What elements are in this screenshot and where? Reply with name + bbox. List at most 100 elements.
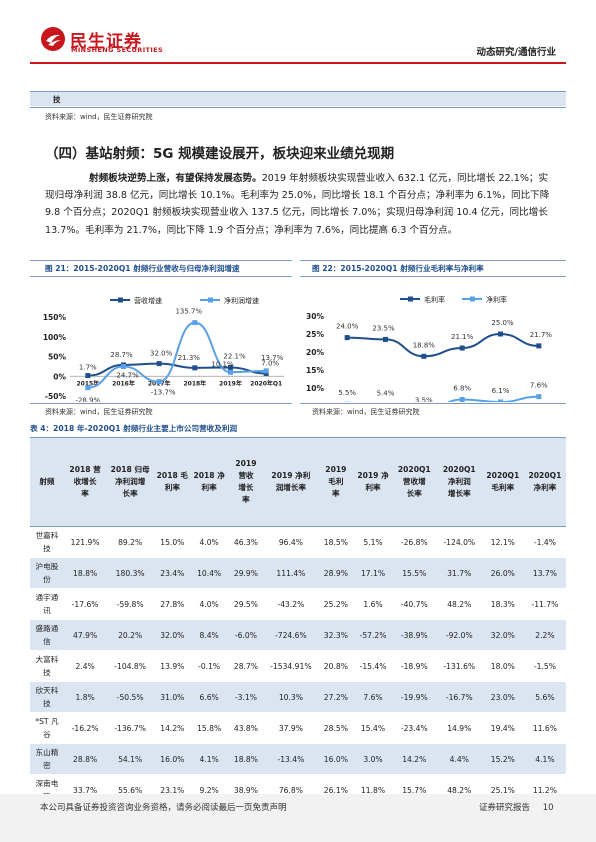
company-name-line: 深南电 — [35, 779, 59, 788]
company-name-cell: 欣天科技 — [30, 681, 64, 713]
table-title: 表 4：2018 年-2020Q1 射频行业主要上市公司营收及利润 — [30, 424, 238, 433]
fig21-title-underline — [30, 276, 292, 277]
table-cell: 10.4% — [190, 557, 228, 589]
legend-marker — [118, 297, 123, 303]
data-label: 3.5% — [415, 396, 433, 402]
table-cell: 18.8% — [227, 743, 265, 775]
table-cell: 14.2% — [153, 712, 191, 744]
data-label: 23.5% — [372, 324, 395, 332]
data-point — [228, 365, 233, 371]
table-cell: -17.6% — [63, 588, 107, 620]
legend-marker — [470, 296, 475, 302]
table-cell: -15.4% — [354, 650, 392, 682]
data-label: 32.0% — [150, 350, 173, 358]
table-cell: -724.6% — [264, 619, 318, 651]
table-cell: 180.3% — [106, 557, 154, 589]
table-header-line: 收增长 — [73, 477, 97, 486]
table-header-cell: 2018 净利率 — [190, 437, 228, 527]
company-name-line: 密 — [43, 761, 51, 770]
data-label: 1.7% — [79, 364, 97, 372]
prev-table-bottom-border — [30, 107, 566, 108]
x-tick-label: 2015年 — [76, 379, 99, 387]
table-header-line: 2020Q1 — [397, 465, 431, 474]
table-header-line: 2019 净 — [357, 471, 389, 480]
table-cell: 27.2% — [317, 681, 355, 713]
fig21-source: 资料来源：wind，民生证券研究院 — [45, 408, 153, 416]
y-tick-label: 20% — [306, 348, 324, 357]
table-cell: 2.2% — [523, 619, 566, 651]
table-cell: 8.4% — [190, 619, 228, 651]
table-cell: 89.2% — [106, 526, 154, 558]
data-label: 24.0% — [336, 323, 359, 331]
table-cell: 31.7% — [436, 557, 482, 589]
table-cell: 6.6% — [190, 681, 228, 713]
table-row: *ST 凡谷 -16.2% -136.7% 14.2% 15.8% 43.8% 37.9% 2… — [30, 712, 566, 744]
table-cell: 15.2% — [481, 743, 524, 775]
company-name-line: *ST 凡 — [35, 717, 59, 726]
y-tick-label: 150% — [43, 313, 67, 322]
company-name-line: 谷 — [43, 730, 51, 739]
table-cell: 4.0% — [190, 588, 228, 620]
table-cell: 25.2% — [317, 588, 355, 620]
table-cell: -43.2% — [264, 588, 318, 620]
fig21-chart: -50%0%50%100%150%2015年2016年2017年2018年201… — [43, 296, 284, 402]
header-divider — [30, 62, 566, 64]
y-tick-label: -50% — [45, 392, 67, 401]
table-cell: -1.4% — [523, 526, 566, 558]
table-cell: 20.2% — [106, 619, 154, 651]
table-cell: 15.8% — [190, 712, 228, 744]
data-point — [156, 361, 162, 367]
data-point — [263, 370, 269, 376]
table-row: 盛路通信 47.9% 20.2% 32.0% 8.4% -6.0% -724.6% 32.3%… — [30, 619, 566, 651]
table-cell: 7.6% — [354, 681, 392, 713]
data-label: 6.1% — [492, 387, 510, 395]
table-cell: -59.8% — [106, 588, 154, 620]
data-label: 22.1% — [223, 353, 246, 361]
table-header-line: 毛利率 — [491, 483, 515, 492]
y-tick-label: 10% — [306, 384, 324, 393]
table-header-line: 2019 净利 — [271, 471, 311, 480]
table-cell: 47.9% — [63, 619, 107, 651]
company-name-line: 技 — [43, 668, 51, 677]
table-cell: 19.4% — [481, 712, 524, 744]
table-header-cell: 2020Q1 营收增 长率 — [391, 437, 437, 527]
x-tick-label: 2020年Q1 — [250, 379, 282, 387]
company-name-cell: 沪电股份 — [30, 557, 64, 589]
table-header-line: 2020Q1 — [528, 471, 562, 480]
fig21-bottom-border — [30, 403, 292, 404]
y-tick-label: 50% — [48, 353, 66, 362]
fig22-title: 图 22：2015-2020Q1 射频行业毛利率与净利率 — [312, 264, 484, 273]
series-line — [347, 332, 539, 358]
data-label: 7.6% — [530, 382, 548, 390]
table-cell: -136.7% — [106, 712, 154, 744]
table-cell: 14.2% — [391, 743, 437, 775]
paragraph-lead: 射频板块逆势上涨，有望保持发展态势。 — [89, 173, 262, 184]
table-cell: 18.8% — [63, 557, 107, 589]
company-name-cell: 世嘉科技 — [30, 526, 64, 558]
data-point — [156, 379, 162, 385]
section-title: （四）基站射频：5G 规模建设展开，板块迎来业绩兑现期 — [45, 146, 395, 162]
table-cell: 2.4% — [63, 650, 107, 682]
data-label: 10.1% — [211, 360, 234, 368]
table-cell: -19.9% — [391, 681, 437, 713]
table-header-line: 率 — [332, 489, 340, 498]
table-row: 欣天科技 1.8% -50.5% 31.0% 6.6% -3.1% 10.3% 27.2% 7.… — [30, 681, 566, 713]
table-cell: 23.0% — [481, 681, 524, 713]
table-cell: 29.9% — [227, 557, 265, 589]
prev-table-cell: 技 — [53, 95, 61, 104]
table-header-line: 2019 — [325, 465, 347, 474]
table-cell: 18.3% — [481, 588, 524, 620]
table-cell: 26.0% — [481, 557, 524, 589]
data-label: 5.5% — [338, 389, 356, 397]
table-cell: 4.4% — [436, 743, 482, 775]
table-header-line: 净利润 — [447, 477, 471, 486]
table-header-line: 2019 — [235, 459, 257, 468]
legend-label: 净利润增速 — [224, 296, 259, 305]
table-header-line: 净利率 — [533, 483, 557, 492]
table-cell: -1.5% — [523, 650, 566, 682]
data-point — [85, 373, 91, 379]
company-name-cell: 东山精密 — [30, 743, 64, 775]
table-header-line: 率 — [81, 489, 89, 498]
legend-label: 净利率 — [486, 295, 507, 304]
table-cell: 43.8% — [227, 712, 265, 744]
